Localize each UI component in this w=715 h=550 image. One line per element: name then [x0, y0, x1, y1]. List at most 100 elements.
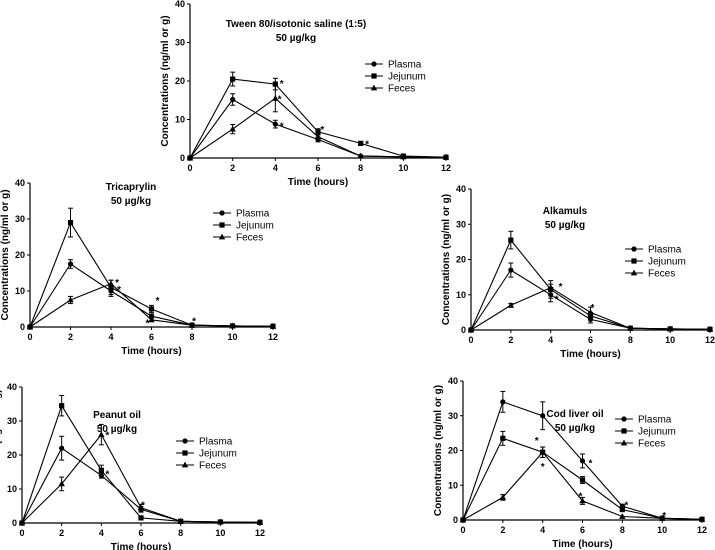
x-tick-label: 4 — [273, 163, 278, 173]
x-tick-label: 4 — [108, 332, 113, 342]
y-tick-label: 40 — [175, 0, 185, 9]
legend-label: Feces — [648, 269, 675, 280]
data-point — [358, 140, 364, 146]
x-tick-label: 8 — [358, 163, 363, 173]
y-tick-label: 10 — [456, 290, 466, 300]
x-tick-label: 12 — [705, 335, 715, 345]
significance-asterisk: * — [579, 492, 583, 503]
series-feces — [186, 84, 450, 161]
x-tick-label: 12 — [441, 163, 451, 173]
y-tick-label: 40 — [456, 184, 466, 194]
y-tick-label: 40 — [7, 382, 17, 392]
data-point — [314, 133, 322, 140]
x-tick-label: 2 — [500, 525, 505, 535]
data-point — [186, 154, 194, 161]
y-tick-label: 20 — [15, 250, 25, 260]
legend-marker — [621, 428, 627, 434]
data-point — [540, 413, 546, 419]
y-tick-label: 30 — [15, 214, 25, 224]
legend-label: Feces — [199, 461, 226, 472]
x-tick-label: 10 — [657, 525, 667, 535]
data-point — [58, 480, 65, 487]
significance-asterisk: * — [591, 303, 595, 314]
data-point — [500, 435, 506, 441]
legend-marker — [620, 439, 628, 446]
chart-title: Peanut oil — [93, 410, 141, 421]
data-point — [539, 448, 546, 455]
data-point — [148, 306, 155, 312]
data-point — [619, 506, 625, 513]
significance-asterisk: * — [278, 94, 282, 105]
x-tick-label: 0 — [468, 335, 473, 345]
significance-asterisk: * — [117, 285, 121, 296]
legend-label: Plasma — [199, 437, 233, 448]
x-tick-label: 0 — [19, 528, 24, 538]
legend-marker — [219, 222, 225, 228]
data-point — [59, 445, 65, 451]
y-tick-label: 20 — [448, 446, 458, 456]
y-tick-label: 10 — [7, 484, 17, 494]
data-point — [137, 504, 145, 511]
data-point — [272, 81, 278, 87]
x-tick-label: 10 — [398, 163, 408, 173]
chart-title: Alkamuls — [543, 206, 588, 217]
significance-asterisk: * — [624, 500, 628, 511]
x-tick-label: 10 — [215, 528, 225, 538]
significance-asterisk: * — [662, 511, 666, 522]
data-point — [579, 458, 586, 464]
significance-asterisk: * — [589, 459, 593, 470]
x-tick-label: 6 — [138, 528, 143, 538]
data-point — [177, 517, 184, 524]
series-feces — [26, 279, 277, 330]
series-jejunum — [460, 430, 705, 523]
x-tick-label: 2 — [230, 163, 235, 173]
y-axis-label: Concentrations (ng/ml or g) — [433, 385, 444, 516]
legend-entry: Feces — [365, 84, 415, 95]
legend-entry: Plasma — [625, 245, 682, 256]
significance-asterisk: * — [141, 500, 145, 511]
panel-peanut-oil: 0 2 4 6 8 10 12 0 10 20 30 40 Time (hours) Concentrat… — [0, 382, 265, 550]
legend-entry: Feces — [213, 233, 263, 244]
chart-subtitle: 50 µg/kg — [111, 196, 151, 207]
legend-entry: Plasma — [176, 437, 233, 448]
x-tick-label: 0 — [187, 163, 192, 173]
data-point — [619, 513, 626, 519]
data-point — [698, 515, 706, 522]
significance-asterisk: * — [320, 125, 324, 136]
y-axis-label: Concentrations (ng/ml or g) — [0, 189, 11, 320]
panel-tricaprylin: 0 2 4 6 8 10 12 0 10 20 30 40 Time (hours) Concentrat… — [0, 178, 278, 357]
chart-title: Tween 80/isotonic saline (1:5) — [226, 19, 366, 30]
legend-marker — [181, 461, 189, 468]
series-feces — [467, 283, 714, 333]
data-point — [706, 325, 714, 332]
chart-subtitle: 50 µg/kg — [276, 33, 316, 44]
significance-asterisk: * — [555, 294, 559, 305]
legend-marker — [182, 438, 188, 444]
series-plasma — [468, 262, 713, 333]
data-point — [272, 94, 279, 101]
x-tick-label: 2 — [68, 332, 73, 342]
legend-label: Plasma — [388, 60, 422, 71]
x-tick-label: 6 — [588, 335, 593, 345]
y-tick-label: 0 — [12, 518, 17, 528]
data-point — [230, 76, 236, 82]
data-point — [107, 280, 115, 287]
legend-entry: Feces — [615, 439, 665, 450]
data-point — [459, 516, 467, 523]
significance-asterisk: * — [192, 317, 196, 328]
data-point — [67, 296, 74, 303]
legend-entry: Jejunum — [625, 257, 686, 268]
legend-marker — [631, 246, 637, 252]
legend-entry: Plasma — [365, 60, 422, 71]
data-point — [18, 519, 26, 526]
significance-asterisk: * — [280, 121, 284, 132]
x-tick-label: 6 — [149, 332, 154, 342]
legend-entry: Feces — [176, 461, 226, 472]
y-tick-label: 20 — [175, 76, 185, 86]
significance-asterisk: * — [145, 318, 149, 329]
x-tick-label: 8 — [189, 332, 194, 342]
data-point — [230, 96, 236, 103]
legend-marker — [371, 73, 377, 79]
y-axis-label: Concentrations (ng/ml or g) — [0, 389, 3, 520]
x-axis-label: Time (hours) — [111, 542, 171, 550]
